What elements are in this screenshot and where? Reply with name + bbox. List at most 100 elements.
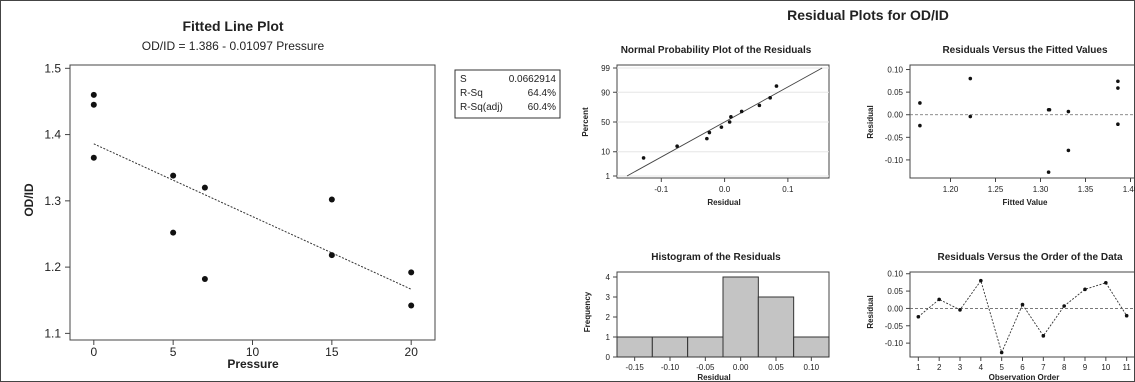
normprob-reference-line xyxy=(626,67,823,177)
residual-plots-title: Residual Plots for OD/ID xyxy=(787,7,949,23)
resorder-x-tick-label: 10 xyxy=(1101,363,1110,372)
histogram-bar xyxy=(616,336,653,358)
normprob-x-tick-label: 0.0 xyxy=(719,185,731,194)
resorder-data-point xyxy=(937,297,941,302)
stat-rsqadj-label: R-Sq(adj) xyxy=(460,102,503,113)
resorder-data-point xyxy=(999,350,1004,355)
fitted-data-point xyxy=(408,269,415,276)
fitted-y-tick-label: 1.3 xyxy=(44,194,61,208)
normprob-data-point xyxy=(774,84,779,88)
histogram-y-tick-label: 4 xyxy=(606,273,611,282)
resfit-data-point xyxy=(1066,148,1071,153)
fitted-y-tick-label: 1.5 xyxy=(44,61,61,75)
resfit-x-tick-label: 1.35 xyxy=(1078,185,1094,194)
fitted-plot-title: Fitted Line Plot xyxy=(182,18,283,34)
resfit-y-tick-label: -0.10 xyxy=(885,156,904,165)
resorder-x-tick-label: 8 xyxy=(1062,363,1067,372)
resorder-data-point xyxy=(1124,313,1129,318)
fitted-data-point xyxy=(170,172,177,179)
normprob-x-tick-label: -0.1 xyxy=(654,185,668,194)
resorder-y-tick-label: 0.10 xyxy=(887,270,903,279)
histogram-x-tick-label: 0.05 xyxy=(768,363,784,372)
resorder-y-tick-label: -0.10 xyxy=(885,339,904,348)
resfit-data-point xyxy=(1047,107,1052,112)
normprob-xlabel: Residual xyxy=(707,198,740,207)
normprob-title: Normal Probability Plot of the Residuals xyxy=(621,45,812,56)
resfit-xlabel: Fitted Value xyxy=(1003,198,1048,207)
normprob-y-tick-label: 99 xyxy=(601,64,610,73)
normprob-data-point xyxy=(739,109,744,114)
resorder-x-tick-label: 5 xyxy=(999,363,1004,372)
histogram-bar xyxy=(793,336,830,358)
stat-s-value: 0.0662914 xyxy=(509,74,557,85)
normprob-data-point xyxy=(719,125,724,129)
resorder-x-tick-label: 1 xyxy=(916,363,921,372)
normprob-data-point xyxy=(757,103,762,108)
resfit-y-tick-label: 0.10 xyxy=(887,66,903,75)
normprob-data-point xyxy=(727,120,732,124)
resfit-data-point xyxy=(1116,122,1120,127)
normprob-x-tick-label: 0.1 xyxy=(782,185,794,194)
fitted-y-tick-label: 1.4 xyxy=(44,128,61,142)
normprob-data-point xyxy=(729,115,733,119)
fitted-x-tick-label: 10 xyxy=(246,345,260,359)
stats-box-frame xyxy=(454,69,561,119)
fitted-data-point xyxy=(90,154,97,161)
fitted-data-point xyxy=(201,276,208,283)
resorder-x-tick-label: 3 xyxy=(958,363,963,372)
histogram-x-tick-label: 0.00 xyxy=(733,363,749,372)
resfit-x-tick-label: 1.25 xyxy=(988,185,1004,194)
fitted-data-point xyxy=(408,302,415,309)
resorder-data-point xyxy=(1104,280,1108,285)
resfit-title: Residuals Versus the Fitted Values xyxy=(942,45,1108,56)
resorder-ylabel: Residual xyxy=(866,295,875,328)
resfit-data-point xyxy=(968,76,973,81)
resorder-data-point xyxy=(916,314,921,319)
histogram-bar xyxy=(687,336,724,358)
stat-s-label: S xyxy=(460,74,467,85)
fitted-x-tick-label: 15 xyxy=(325,345,339,359)
resfit-plot-frame xyxy=(909,64,1135,179)
normprob-data-point xyxy=(705,136,709,141)
fitted-x-tick-label: 5 xyxy=(170,345,177,359)
resorder-data-point xyxy=(958,308,962,312)
histogram-bar xyxy=(651,336,689,358)
fitted-x-tick-label: 0 xyxy=(90,345,97,359)
fitted-xlabel: Pressure xyxy=(227,357,279,371)
fitted-data-point xyxy=(90,101,97,108)
fitted-y-tick-label: 1.1 xyxy=(44,326,61,340)
stats-box: S 0.0662914 R-Sq 64.4% R-Sq(adj) 60.4% xyxy=(454,69,561,119)
histogram-y-tick-label: 0 xyxy=(606,353,611,362)
resorder-data-point xyxy=(1020,302,1025,307)
histogram-y-tick-label: 2 xyxy=(606,313,611,322)
resorder-data-point xyxy=(1083,287,1087,292)
histogram-ylabel: Frequency xyxy=(583,291,592,332)
normprob-y-tick-label: 90 xyxy=(601,88,610,97)
histogram-xlabel: Residual xyxy=(697,373,730,382)
resorder-x-tick-label: 7 xyxy=(1041,363,1046,372)
histogram-y-tick-label: 1 xyxy=(606,333,611,342)
histogram-x-tick-label: 0.10 xyxy=(804,363,820,372)
resfit-data-point xyxy=(1116,79,1120,84)
histogram-x-tick-label: -0.15 xyxy=(626,363,645,372)
fitted-data-point xyxy=(201,184,208,191)
fitted-x-tick-label: 20 xyxy=(405,345,419,359)
stat-rsqadj-value: 60.4% xyxy=(528,102,556,113)
resfit-x-tick-label: 1.20 xyxy=(943,185,959,194)
histogram-x-tick-label: -0.05 xyxy=(696,363,715,372)
fitted-regression-line xyxy=(93,143,412,290)
resfit-data-point xyxy=(1066,109,1071,114)
histogram-y-tick-label: 3 xyxy=(606,293,611,302)
stat-rsq-label: R-Sq xyxy=(460,88,483,99)
normprob-data-point xyxy=(641,156,646,160)
normprob-y-tick-label: 10 xyxy=(601,148,610,157)
resfit-x-tick-label: 1.40 xyxy=(1123,185,1135,194)
histogram-x-tick-label: -0.10 xyxy=(661,363,680,372)
resorder-y-tick-label: 0.00 xyxy=(887,304,903,313)
resorder-x-tick-label: 11 xyxy=(1123,363,1132,372)
resorder-data-point xyxy=(1062,304,1066,308)
resfit-data-point xyxy=(968,114,973,119)
resfit-data-point xyxy=(1116,86,1120,90)
normprob-data-point xyxy=(675,144,679,148)
